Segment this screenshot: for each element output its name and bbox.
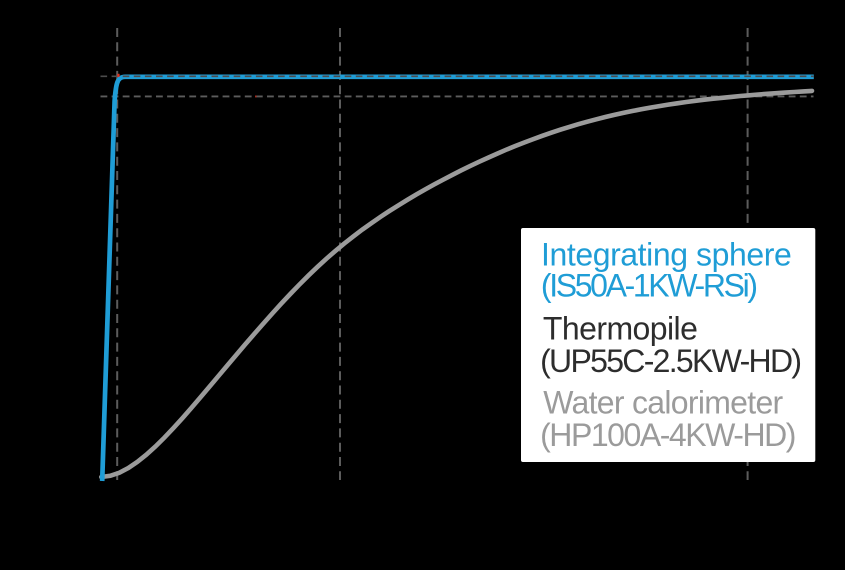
svg-text:Thermopile: Thermopile: [543, 311, 698, 347]
svg-text:Water calorimeter: Water calorimeter: [543, 384, 783, 420]
svg-text:(UP55C-2.5KW-HD): (UP55C-2.5KW-HD): [540, 343, 802, 379]
svg-text:Integrating sphere: Integrating sphere: [541, 237, 792, 273]
svg-text:(IS50A-1KW-RSi): (IS50A-1KW-RSi): [541, 267, 758, 303]
svg-text:(HP100A-4KW-HD): (HP100A-4KW-HD): [540, 417, 796, 453]
